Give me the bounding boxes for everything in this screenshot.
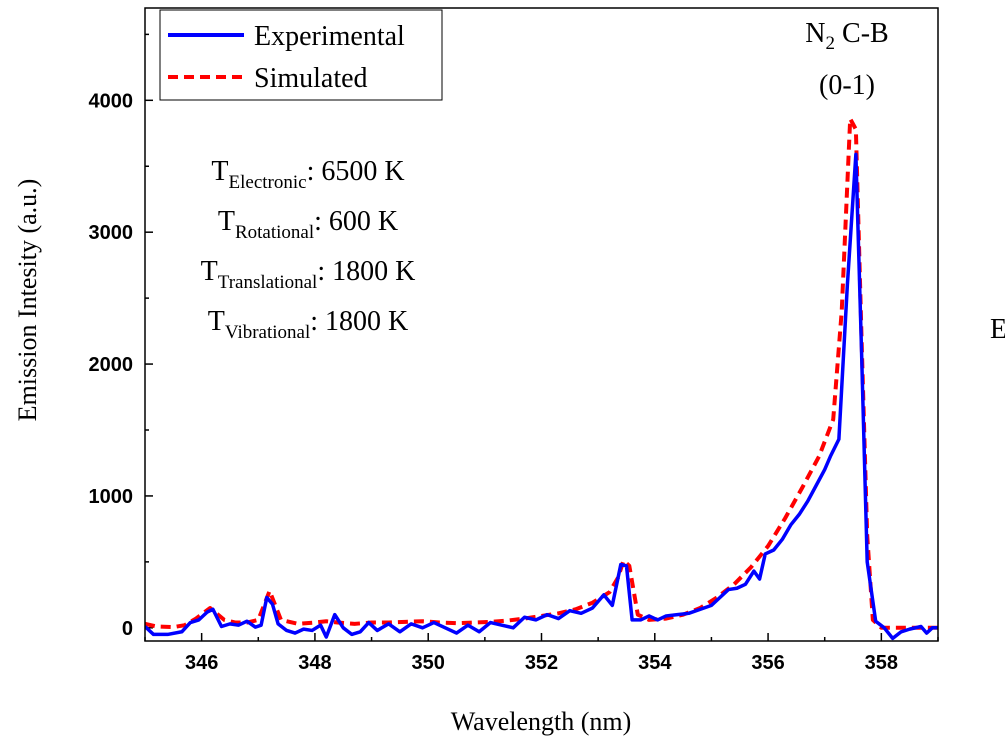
y-tick-label: 4000 — [89, 90, 134, 112]
legend-label-experimental: Experimental — [254, 21, 405, 52]
temp-rotational: TRotational: 600 K — [218, 206, 398, 243]
legend-box — [159, 9, 443, 101]
temp-vibrational: TVibrational: 1800 K — [208, 306, 409, 343]
plot-frame — [144, 7, 939, 642]
tick-labels: 346 348 350 352 354 356 358 0 1000 2000 3000 4000 — [89, 90, 899, 674]
series-line-simulated — [145, 116, 938, 630]
legend: Experimental Simulated — [159, 9, 443, 101]
x-tick-label: 352 — [525, 652, 558, 674]
series-line-experimental — [145, 152, 938, 641]
y-axis-title: Emission Intesity (a.u.) — [13, 179, 42, 422]
x-tick-label: 358 — [865, 652, 898, 674]
series-layer — [145, 116, 938, 641]
y-tick-label: 3000 — [89, 222, 134, 244]
x-tick-label: 354 — [638, 652, 672, 674]
transition-annotation: (0-1) — [819, 70, 875, 101]
temperature-annotations: TElectronic: 6500 K TRotational: 600 K T… — [201, 156, 416, 343]
y-tick-label: 1000 — [89, 486, 134, 508]
x-tick-label: 356 — [751, 652, 784, 674]
temp-electronic: TElectronic: 6500 K — [211, 156, 404, 193]
y-tick-label: 2000 — [89, 354, 134, 376]
band-annotation: N2 C-B — [805, 18, 888, 54]
x-axis-title: Wavelength (nm) — [451, 707, 632, 736]
tick-marks — [144, 33, 939, 641]
temp-translational: TTranslational: 1800 K — [201, 256, 416, 293]
edge-text: E — [990, 314, 1005, 345]
x-tick-label: 348 — [298, 652, 331, 674]
x-tick-label: 350 — [412, 652, 445, 674]
y-tick-label: 0 — [122, 618, 133, 640]
x-tick-label: 346 — [185, 652, 218, 674]
legend-label-simulated: Simulated — [254, 63, 368, 94]
